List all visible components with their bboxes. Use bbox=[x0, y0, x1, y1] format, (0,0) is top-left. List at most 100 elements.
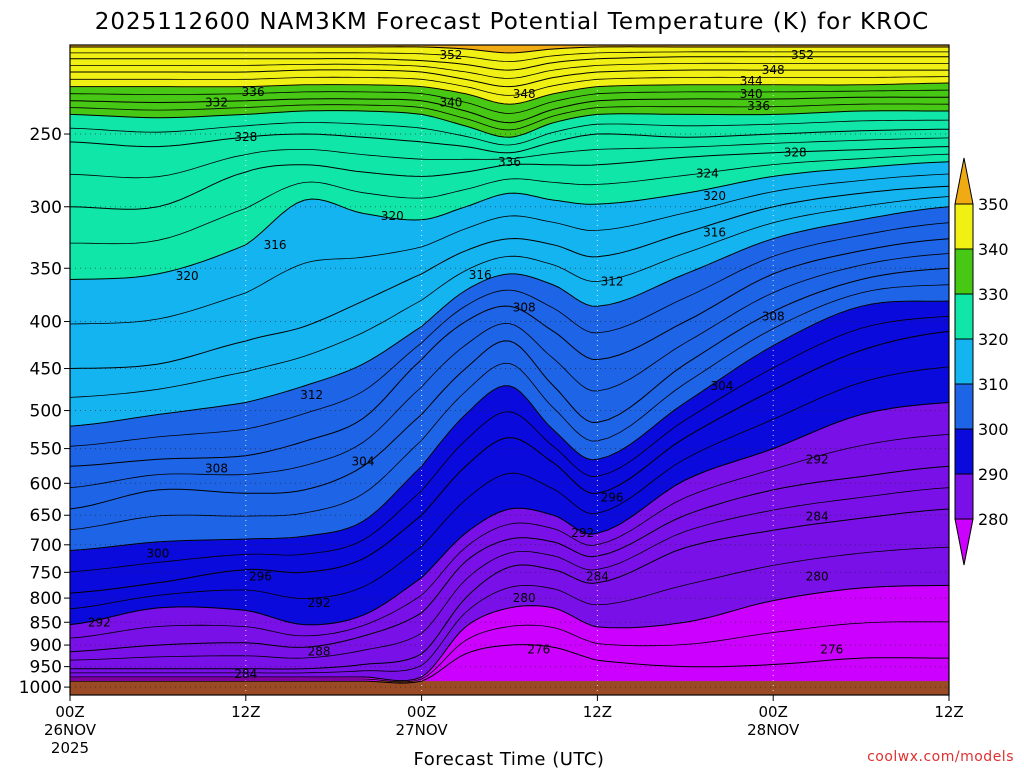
x-tick-label-48-1: 28NOV bbox=[747, 721, 800, 739]
isentrope-328 bbox=[70, 128, 949, 154]
isentrope-label-324-13: 324 bbox=[696, 166, 719, 180]
plot-frame bbox=[69, 44, 950, 696]
isentrope-label-328-11: 328 bbox=[234, 130, 257, 144]
colorbar-label-300: 300 bbox=[978, 420, 1009, 439]
isentrope-label-292-33: 292 bbox=[88, 616, 111, 630]
ground-fill bbox=[70, 681, 949, 695]
isentrope-350 bbox=[70, 51, 949, 62]
isentrope-320 bbox=[70, 161, 949, 280]
isentrope-282 bbox=[70, 546, 949, 674]
isentrope-316 bbox=[70, 185, 949, 369]
isentrope-label-328-12: 328 bbox=[784, 146, 807, 160]
isentrope-label-308-24: 308 bbox=[205, 461, 228, 475]
isentrope-label-312-21: 312 bbox=[300, 388, 323, 402]
isentrope-348 bbox=[70, 56, 949, 71]
y-tick-label-250: 250 bbox=[30, 125, 62, 145]
colorbar-label-330: 330 bbox=[978, 285, 1009, 304]
isentrope-352 bbox=[70, 46, 949, 54]
isentrope-296 bbox=[70, 330, 949, 594]
y-tick-label-650: 650 bbox=[30, 506, 62, 526]
isentrope-label-352-0: 352 bbox=[439, 48, 462, 62]
isentrope-label-320-15: 320 bbox=[381, 209, 404, 223]
isentrope-332 bbox=[70, 110, 949, 138]
ground-layer bbox=[70, 681, 949, 695]
isentrope-330 bbox=[70, 119, 949, 146]
colorbar-label-290: 290 bbox=[978, 465, 1009, 484]
isentrope-342 bbox=[70, 76, 949, 96]
y-tick-label-950: 950 bbox=[30, 658, 62, 678]
isentrope-label-320-16: 320 bbox=[176, 269, 199, 283]
colorbar-bottom-triangle bbox=[954, 518, 974, 566]
isentrope-label-344-4: 344 bbox=[740, 74, 763, 88]
isentrope-326 bbox=[70, 137, 949, 179]
y-tick-label-450: 450 bbox=[30, 360, 62, 380]
credit-link[interactable]: coolwx.com/models bbox=[867, 749, 1014, 765]
y-tick-label-800: 800 bbox=[30, 589, 62, 609]
isentrope-300 bbox=[70, 300, 949, 551]
isentrope-314 bbox=[70, 196, 949, 398]
isentrope-288 bbox=[70, 465, 949, 653]
y-tick-label-550: 550 bbox=[30, 440, 62, 460]
y-tick-label-400: 400 bbox=[30, 313, 62, 333]
isentrope-344 bbox=[70, 69, 949, 88]
isentrope-298 bbox=[70, 315, 949, 573]
isentrope-label-336-7: 336 bbox=[242, 85, 265, 99]
isentrope-312 bbox=[70, 206, 949, 427]
colorbar-segment-300 bbox=[954, 428, 974, 475]
colorbar: 280 290 300 310 320 330 340 350 bbox=[954, 157, 1009, 566]
y-tick-label-700: 700 bbox=[30, 536, 62, 556]
isentrope-label-308-23: 308 bbox=[513, 300, 536, 314]
y-tick-label-300: 300 bbox=[30, 198, 62, 218]
colorbar-segment-290 bbox=[954, 473, 974, 520]
chart-title: 2025112600 NAM3KM Forecast Potential Tem… bbox=[95, 9, 930, 35]
isentrope-label-312-20: 312 bbox=[601, 275, 624, 289]
plot-area: 352 3523483483443403403363363363323283283… bbox=[70, 45, 949, 695]
isentrope-322 bbox=[70, 153, 949, 245]
x-tick-label-0-1: 26NOV bbox=[44, 721, 97, 739]
x-axis-label: Forecast Time (UTC) bbox=[414, 749, 605, 768]
isentrope-338 bbox=[70, 89, 949, 114]
isentrope-336 bbox=[70, 96, 949, 124]
colorbar-label-340: 340 bbox=[978, 240, 1009, 259]
x-tick-label-24-0: 00Z bbox=[407, 703, 436, 721]
x-tick-label-0-0: 00Z bbox=[55, 703, 84, 721]
y-tick-label-500: 500 bbox=[30, 402, 62, 422]
colorbar-label-280: 280 bbox=[978, 510, 1009, 529]
isentrope-label-284-36: 284 bbox=[586, 570, 609, 584]
isentrope-334 bbox=[70, 103, 949, 131]
isentrope-label-284-35: 284 bbox=[806, 509, 829, 523]
isentrope-276 bbox=[70, 644, 949, 684]
isentrope-318 bbox=[70, 173, 949, 325]
isentrope-label-348-3: 348 bbox=[513, 87, 536, 101]
isentrope-lines bbox=[70, 46, 949, 684]
isentrope-label-276-41: 276 bbox=[820, 642, 843, 656]
isentrope-label-352-1: 352 bbox=[791, 48, 814, 62]
y-axis: 250 300 350 400 450 500 550 600 650 700 750 800 850 9… bbox=[19, 125, 70, 698]
isentrope-label-316-19: 316 bbox=[469, 268, 492, 282]
isentrope-294 bbox=[70, 366, 949, 610]
isentrope-label-336-9: 336 bbox=[498, 155, 521, 169]
isentrope-324 bbox=[70, 146, 949, 210]
grid-lines bbox=[70, 45, 949, 695]
x-tick-label-60-0: 12Z bbox=[934, 703, 963, 721]
isentrope-label-276-40: 276 bbox=[527, 642, 550, 656]
isentrope-label-340-5: 340 bbox=[740, 87, 763, 101]
isentrope-346 bbox=[70, 62, 949, 79]
isentrope-label-288-34: 288 bbox=[308, 645, 331, 659]
isentrope-340 bbox=[70, 82, 949, 105]
isentrope-label-296-28: 296 bbox=[249, 570, 272, 584]
colorbar-segment-340 bbox=[954, 248, 974, 295]
isentrope-308 bbox=[70, 238, 949, 467]
isentrope-label-292-30: 292 bbox=[806, 452, 829, 466]
isentrope-306 bbox=[70, 253, 949, 489]
isentrope-label-316-18: 316 bbox=[264, 238, 287, 252]
x-tick-label-0-2: 2025 bbox=[51, 739, 89, 757]
isentrope-284 bbox=[70, 508, 949, 670]
y-tick-label-900: 900 bbox=[30, 636, 62, 656]
isentrope-label-296-29: 296 bbox=[601, 491, 624, 505]
isentrope-280 bbox=[70, 584, 949, 682]
isentrope-label-304-26: 304 bbox=[352, 454, 375, 468]
y-tick-label-850: 850 bbox=[30, 613, 62, 633]
